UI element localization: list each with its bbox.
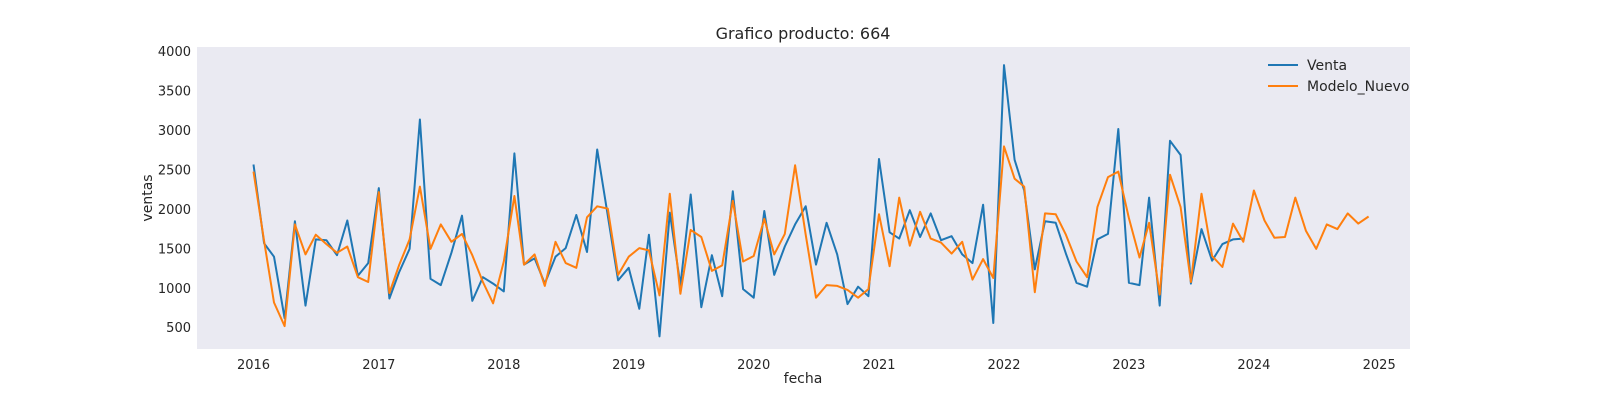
y-tick-label: 1500 [158, 242, 191, 257]
plot-background [197, 47, 1410, 349]
chart-title: Grafico producto: 664 [716, 24, 891, 43]
y-axis-label: ventas [140, 174, 156, 221]
x-axis-ticks: 2016 2017 2018 2019 2020 2021 2022 2023 2024 2025 [237, 358, 1396, 373]
legend-label-modelo-nuevo: Modelo_Nuevo [1307, 79, 1409, 95]
y-tick-label: 4000 [158, 45, 191, 60]
legend-label-venta: Venta [1307, 58, 1347, 74]
series-lines [252, 64, 1370, 338]
series-line-modelo-nuevo [252, 145, 1370, 328]
x-tick-label: 2022 [987, 358, 1020, 373]
x-tick-label: 2018 [487, 358, 520, 373]
x-tick-label: 2019 [612, 358, 645, 373]
x-tick-label: 2024 [1237, 358, 1270, 373]
y-tick-label: 3500 [158, 85, 191, 100]
y-axis-ticks: 500 1000 1500 2000 2500 3000 3500 4000 [158, 45, 191, 336]
legend: Venta Modelo_Nuevo [1268, 58, 1409, 95]
y-tick-label: 2000 [158, 203, 191, 218]
y-tick-label: 500 [166, 321, 191, 336]
x-tick-label: 2025 [1363, 358, 1396, 373]
y-tick-label: 1000 [158, 282, 191, 297]
series-line-venta [252, 64, 1244, 338]
x-tick-label: 2021 [862, 358, 895, 373]
x-axis-label: fecha [784, 371, 823, 387]
x-tick-label: 2016 [237, 358, 270, 373]
x-tick-label: 2023 [1112, 358, 1145, 373]
y-tick-label: 2500 [158, 164, 191, 179]
x-tick-label: 2020 [737, 358, 770, 373]
x-tick-label: 2017 [362, 358, 395, 373]
y-tick-label: 3000 [158, 124, 191, 139]
